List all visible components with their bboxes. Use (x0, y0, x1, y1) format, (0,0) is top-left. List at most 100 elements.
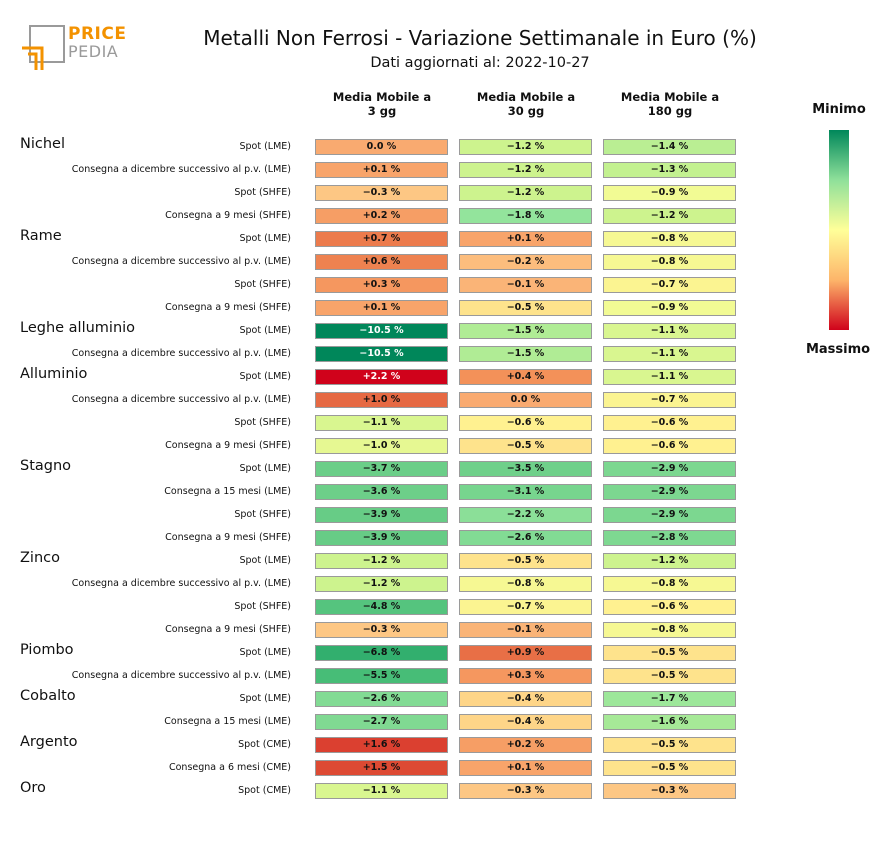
heatmap-cell: −0.6 % (603, 438, 736, 454)
heatmap-cell: −0.3 % (459, 783, 592, 799)
row-label: Spot (SHFE) (234, 601, 291, 612)
heatmap-cell: −0.7 % (459, 599, 592, 615)
heatmap-cell: −2.9 % (603, 507, 736, 523)
row-label: Consegna a 6 mesi (CME) (168, 762, 291, 773)
heatmap-cell: −10.5 % (315, 323, 448, 339)
heatmap-cell: −1.2 % (315, 553, 448, 569)
scale-min-label: Minimo (812, 102, 866, 117)
heatmap-cell: −1.3 % (603, 162, 736, 178)
metal-label: Stagno (20, 458, 72, 474)
heatmap-cell: +0.7 % (315, 231, 448, 247)
metal-label: Alluminio (20, 366, 88, 382)
row-label: Spot (LME) (239, 325, 291, 336)
heatmap-cell: −10.5 % (315, 346, 448, 362)
heatmap-cell: −0.3 % (315, 185, 448, 201)
heatmap-cell: −1.1 % (603, 346, 736, 362)
heatmap-cell: −2.6 % (459, 530, 592, 546)
heatmap-cell: −0.5 % (459, 300, 592, 316)
heatmap-cell: −0.5 % (603, 645, 736, 661)
row-label: Consegna a dicembre successivo al p.v. (… (71, 670, 291, 681)
metal-label: Piombo (20, 642, 74, 658)
heatmap-cell: +0.3 % (315, 277, 448, 293)
heatmap-cell: −1.0 % (315, 438, 448, 454)
heatmap-cell: −0.8 % (459, 576, 592, 592)
heatmap-cell: −3.1 % (459, 484, 592, 500)
row-label: Spot (LME) (239, 233, 291, 244)
row-label: Spot (LME) (239, 693, 291, 704)
heatmap-cell: −2.2 % (459, 507, 592, 523)
row-label: Spot (LME) (239, 647, 291, 658)
pricepedia-logo: PRICE PEDIA (20, 24, 130, 74)
chart-subtitle: Dati aggiornati al: 2022-10-27 (370, 55, 590, 71)
heatmap-cell: −1.1 % (315, 415, 448, 431)
row-label: Consegna a dicembre successivo al p.v. (… (71, 394, 291, 405)
heatmap-cell: −1.2 % (459, 139, 592, 155)
row-label: Consegna a 15 mesi (LME) (164, 716, 291, 727)
heatmap-cell: −1.6 % (603, 714, 736, 730)
logo-word-pedia: PEDIA (68, 42, 119, 61)
heatmap-cell: −3.9 % (315, 530, 448, 546)
heatmap-cell: −0.2 % (459, 254, 592, 270)
row-label: Consegna a dicembre successivo al p.v. (… (71, 164, 291, 175)
heatmap-cell: +1.0 % (315, 392, 448, 408)
logo-mark-icon (22, 25, 65, 70)
row-label: Consegna a 9 mesi (SHFE) (165, 302, 291, 313)
scale-max-label: Massimo (805, 342, 871, 357)
heatmap-cell: −1.1 % (315, 783, 448, 799)
heatmap-cell: −5.5 % (315, 668, 448, 684)
heatmap-cell: −0.5 % (603, 668, 736, 684)
heatmap-cell: −1.1 % (603, 323, 736, 339)
heatmap-cell: −0.8 % (603, 231, 736, 247)
heatmap-cell: −6.8 % (315, 645, 448, 661)
heatmap-cell: −0.9 % (603, 300, 736, 316)
heatmap-cell: −1.5 % (459, 346, 592, 362)
heatmap-cell: −2.6 % (315, 691, 448, 707)
heatmap-cell: −1.2 % (459, 162, 592, 178)
row-label: Consegna a 15 mesi (LME) (164, 486, 291, 497)
heatmap-cell: −0.1 % (459, 622, 592, 638)
row-label: Spot (CME) (238, 785, 291, 796)
heatmap-cell: +0.1 % (459, 760, 592, 776)
heatmap-cell: −1.2 % (459, 185, 592, 201)
heatmap-cell: −2.9 % (603, 484, 736, 500)
heatmap-cell: +0.3 % (459, 668, 592, 684)
row-label: Spot (LME) (239, 555, 291, 566)
heatmap-cell: −1.2 % (603, 553, 736, 569)
heatmap-cell: +0.4 % (459, 369, 592, 385)
row-label: Consegna a 9 mesi (SHFE) (165, 210, 291, 221)
metal-label: Leghe alluminio (20, 320, 136, 336)
heatmap-cell: −0.1 % (459, 277, 592, 293)
heatmap-cell: −1.2 % (603, 208, 736, 224)
heatmap-cell: −0.4 % (459, 714, 592, 730)
heatmap-cell: −1.7 % (603, 691, 736, 707)
row-label: Consegna a dicembre successivo al p.v. (… (71, 578, 291, 589)
metal-label: Cobalto (20, 688, 76, 704)
heatmap-cell: +0.2 % (459, 737, 592, 753)
heatmap-cell: −0.6 % (603, 599, 736, 615)
heatmap-cell: −1.2 % (315, 576, 448, 592)
heatmap-cell: +1.6 % (315, 737, 448, 753)
heatmap-cell: −0.4 % (459, 691, 592, 707)
row-label: Spot (SHFE) (234, 187, 291, 198)
column-header: Media Mobile a 30 gg (476, 90, 576, 118)
row-label: Spot (LME) (239, 371, 291, 382)
heatmap-cell: −0.5 % (603, 737, 736, 753)
metal-label: Zinco (20, 550, 60, 566)
heatmap-cell: +0.2 % (315, 208, 448, 224)
heatmap-cell: −0.8 % (603, 622, 736, 638)
row-label: Spot (CME) (238, 739, 291, 750)
row-label: Spot (LME) (239, 463, 291, 474)
row-label: Spot (SHFE) (234, 509, 291, 520)
heatmap-cell: −1.8 % (459, 208, 592, 224)
heatmap-cell: −2.9 % (603, 461, 736, 477)
row-label: Consegna a 9 mesi (SHFE) (165, 624, 291, 635)
chart-title: Metalli Non Ferrosi - Variazione Settima… (203, 26, 757, 50)
heatmap-cell: −0.8 % (603, 576, 736, 592)
heatmap-cell: −2.7 % (315, 714, 448, 730)
heatmap-cell: −0.5 % (459, 438, 592, 454)
row-label: Consegna a 9 mesi (SHFE) (165, 440, 291, 451)
heatmap-cell: −0.3 % (315, 622, 448, 638)
row-label: Spot (SHFE) (234, 279, 291, 290)
heatmap-cell: +0.9 % (459, 645, 592, 661)
